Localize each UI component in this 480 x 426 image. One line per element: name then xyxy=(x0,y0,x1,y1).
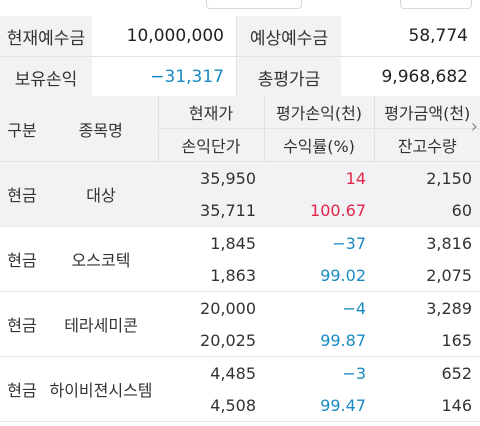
row-price: 20,000 xyxy=(200,298,256,318)
row-stock-name[interactable]: 하이비젼시스템 xyxy=(44,356,158,422)
chevron-right-icon[interactable]: › xyxy=(470,116,478,137)
table-row[interactable]: 1,863 99.02 2,075 xyxy=(0,259,480,292)
row-price: 35,950 xyxy=(158,161,264,194)
holding-pl-label: 보유손익 xyxy=(0,56,92,98)
row-eval-amount: 652 xyxy=(441,363,472,383)
table-row[interactable]: 20,025 99.87 165 xyxy=(0,324,480,357)
header-price: 현재가 xyxy=(157,96,264,129)
row-qty: 2,075 xyxy=(374,259,480,292)
row-qty: 146 xyxy=(374,389,480,422)
row-breakeven: 20,025 xyxy=(158,324,264,357)
row-pl: −4 xyxy=(342,298,366,318)
row-kind: 현금 xyxy=(0,226,44,292)
header-name: 종목명 xyxy=(44,96,158,162)
row-qty: 60 xyxy=(374,194,480,227)
header-rate: 수익률(%) xyxy=(263,128,374,162)
header-kind: 구분 xyxy=(0,96,44,162)
row-eval-amount: 3,289 xyxy=(426,298,472,318)
row-eval-amount: 3,816 xyxy=(426,233,472,253)
deposit-value: 10,000,000 xyxy=(92,16,237,57)
row-eval-amount: 2,150 xyxy=(374,161,480,194)
table-row[interactable]: 현금 하이비젼시스템 4,485 −3 652 xyxy=(0,356,480,422)
holdings-table: 구분 종목명 현재가 평가손익(천) 평가금액(천) 손익단가 수익률(%) 잔… xyxy=(0,96,480,422)
row-stock-name[interactable]: 대상 xyxy=(44,161,158,227)
row-stock-name[interactable]: 테라세미콘 xyxy=(44,291,158,357)
header-breakeven: 손익단가 xyxy=(157,128,264,162)
header-pl: 평가손익(천) xyxy=(263,96,374,129)
row-pl: −37 xyxy=(332,233,366,253)
total-eval-label: 총평가금 xyxy=(236,56,341,98)
header-eval-amount: 평가금액(천) xyxy=(373,96,480,129)
deposit-label: 현재예수금 xyxy=(0,16,92,57)
row-breakeven: 4,508 xyxy=(158,389,264,422)
top-tab-stub-left xyxy=(206,0,302,9)
row-pl: −3 xyxy=(342,363,366,383)
total-eval-value: 9,968,682 xyxy=(341,56,480,98)
row-breakeven: 35,711 xyxy=(158,194,264,227)
table-row[interactable]: 현금 테라세미콘 20,000 −4 3,289 xyxy=(0,291,480,357)
row-rate: 99.47 xyxy=(264,389,374,422)
expected-deposit-value: 58,774 xyxy=(341,16,480,57)
row-stock-name[interactable]: 오스코텍 xyxy=(44,226,158,292)
account-summary: 현재예수금 10,000,000 예상예수금 58,774 보유손익 −31,3… xyxy=(0,16,480,98)
table-row[interactable]: 현금 대상 35,950 14 2,150 xyxy=(0,161,480,227)
row-kind: 현금 xyxy=(0,161,44,227)
row-rate: 99.87 xyxy=(264,324,374,357)
row-price: 4,485 xyxy=(210,363,256,383)
table-row[interactable]: 4,508 99.47 146 xyxy=(0,389,480,422)
row-rate: 99.02 xyxy=(264,259,374,292)
row-qty: 165 xyxy=(374,324,480,357)
row-breakeven: 1,863 xyxy=(158,259,264,292)
row-rate: 100.67 xyxy=(264,194,374,227)
row-kind: 현금 xyxy=(0,291,44,357)
table-row[interactable]: 35,711 100.67 60 xyxy=(0,194,480,227)
expected-deposit-label: 예상예수금 xyxy=(236,16,341,57)
table-row[interactable]: 현금 오스코텍 1,845 −37 3,816 xyxy=(0,226,480,292)
holding-pl-value: −31,317 xyxy=(92,56,237,98)
top-tab-stub-right xyxy=(400,0,472,9)
row-kind: 현금 xyxy=(0,356,44,422)
row-price: 1,845 xyxy=(210,233,256,253)
row-pl: 14 xyxy=(264,161,374,194)
header-qty: 잔고수량 xyxy=(373,128,480,162)
